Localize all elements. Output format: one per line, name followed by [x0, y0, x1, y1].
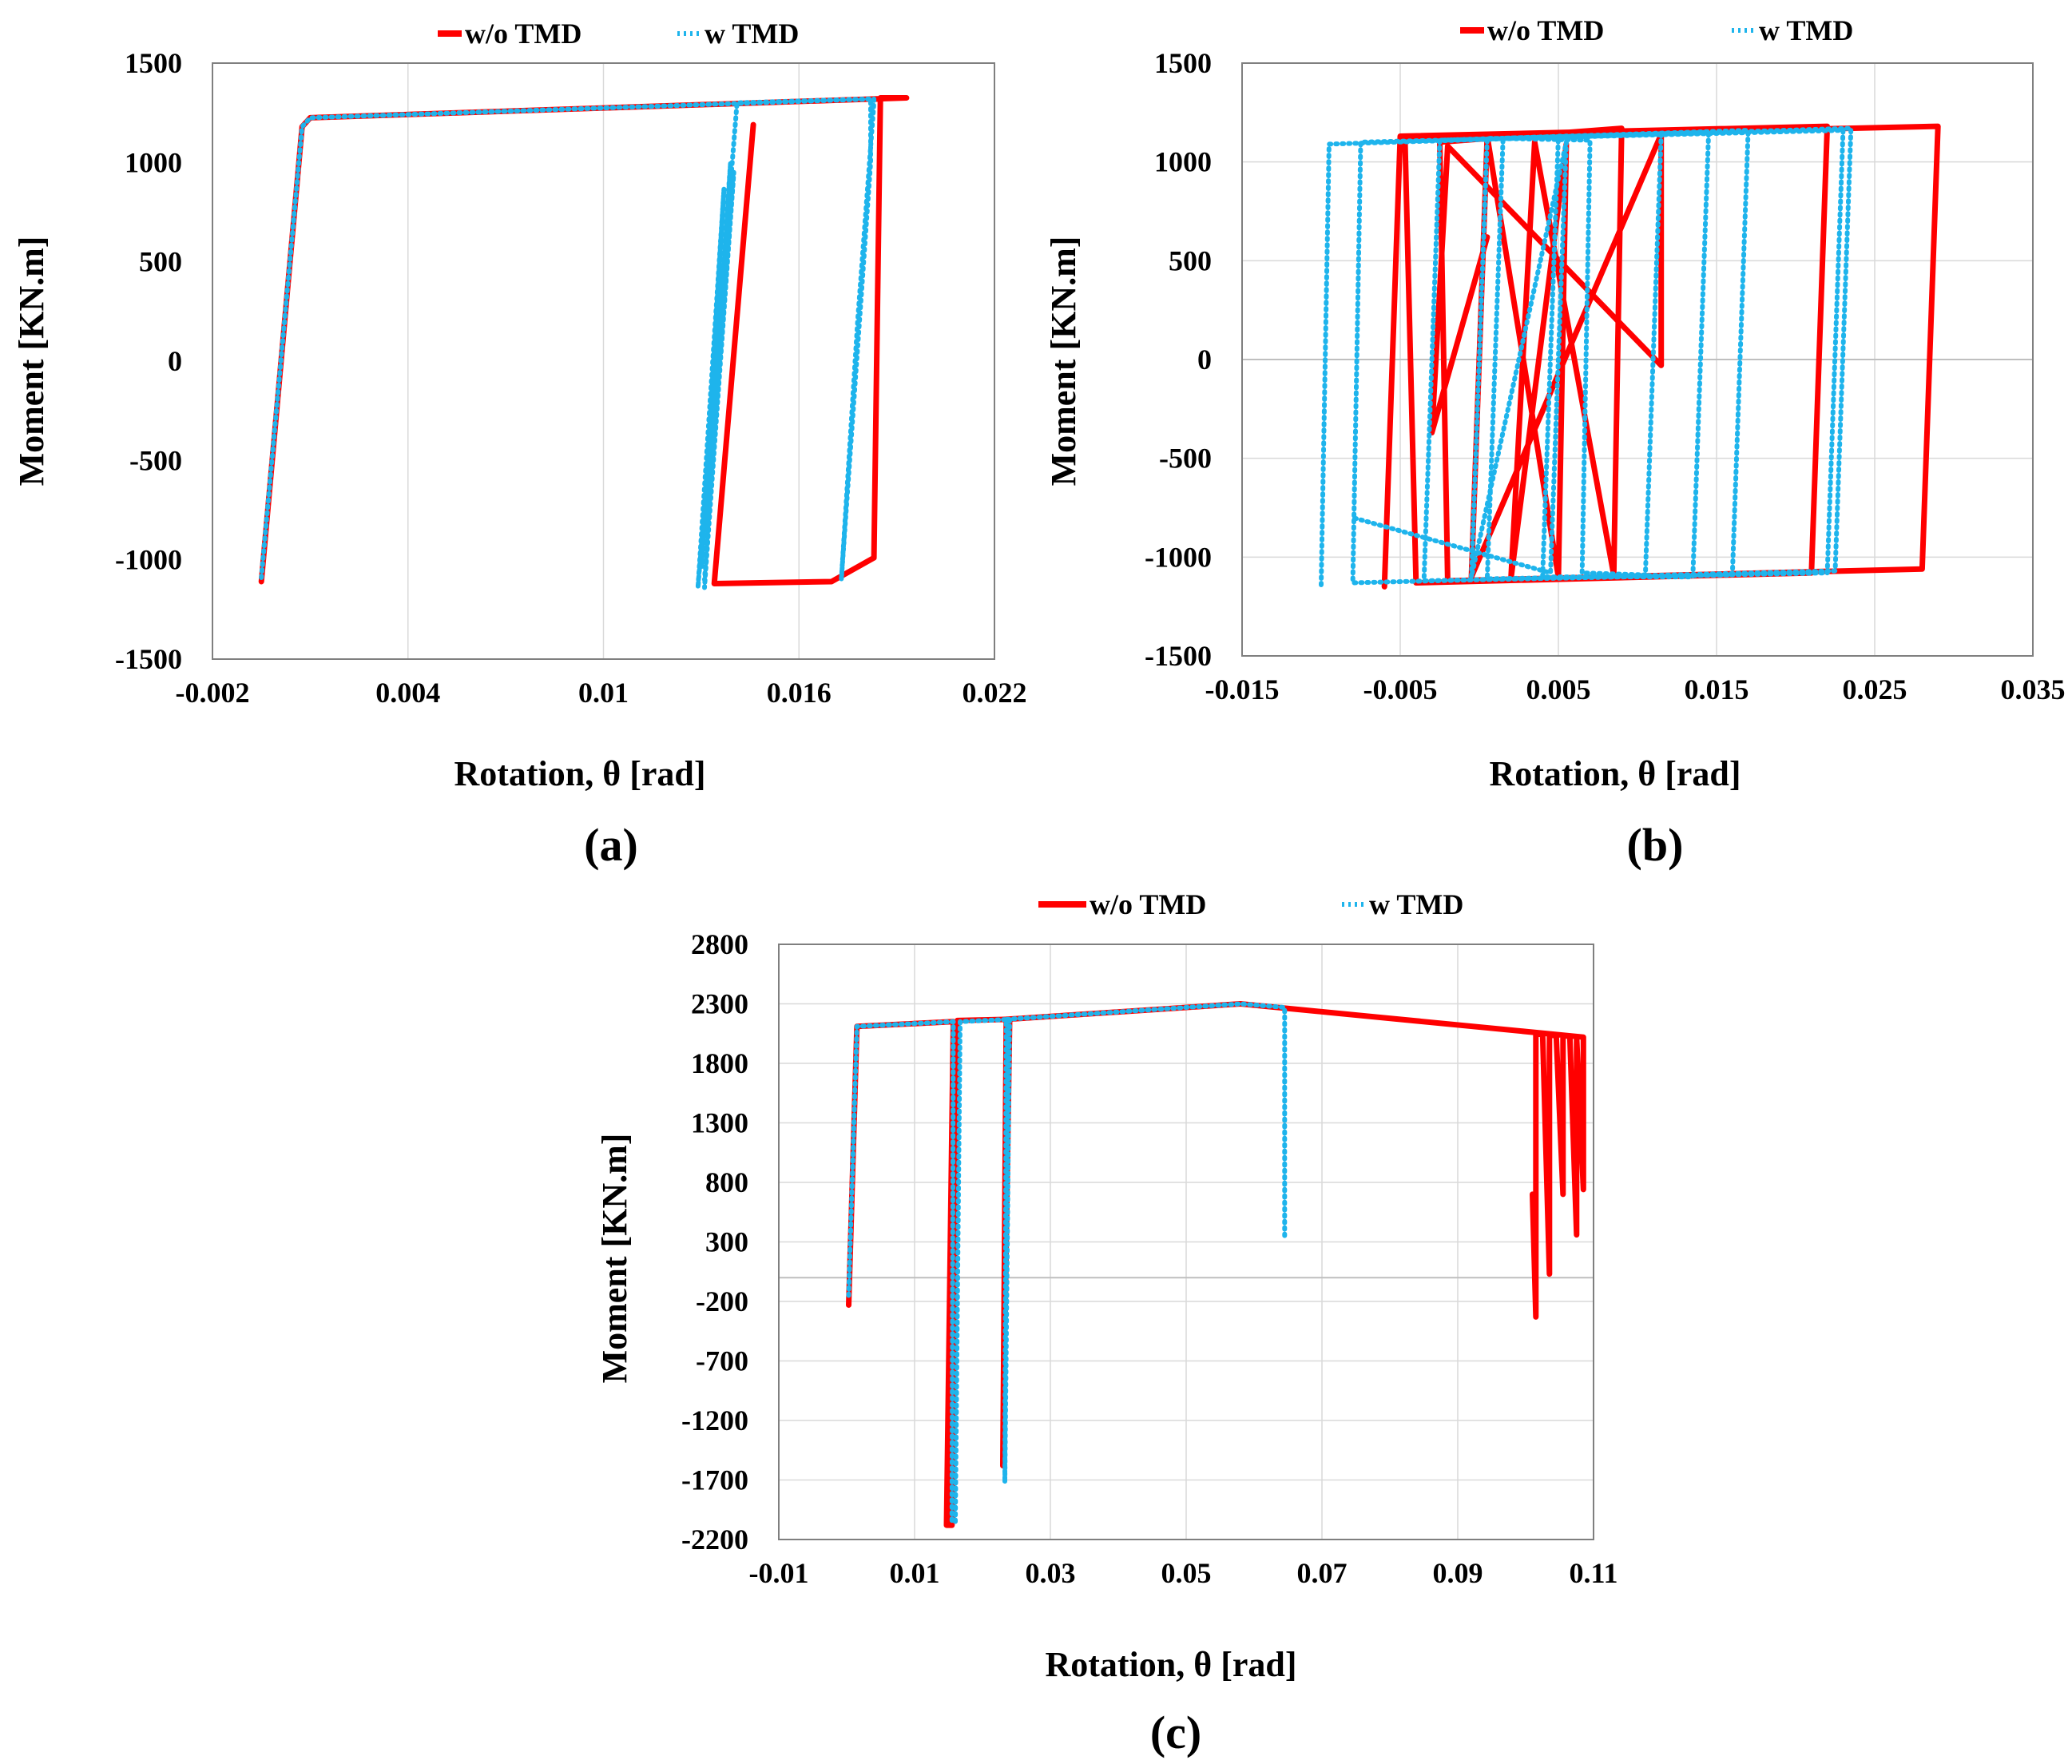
- x-tick-label: 0.035: [2001, 673, 2066, 705]
- series-without-tmd: [258, 95, 910, 586]
- y-tick-label: -700: [696, 1345, 748, 1377]
- legend-label-with-tmd: w TMD: [1759, 14, 1853, 46]
- x-tick-label: 0.015: [1685, 673, 1749, 705]
- legend: w/o TMD w TMD: [438, 18, 799, 50]
- x-tick-label: 0.022: [963, 677, 1027, 709]
- y-tick-label: -1000: [1145, 541, 1212, 573]
- y-tick-label: 0: [168, 345, 182, 377]
- x-tick-label: 0.016: [767, 677, 832, 709]
- y-tick-label: 2300: [691, 988, 748, 1020]
- x-tick-label: 0.004: [375, 677, 440, 709]
- x-tick-label: -0.002: [176, 677, 250, 709]
- y-tick-label: -1500: [1145, 640, 1212, 672]
- y-tick-label: 500: [1169, 244, 1212, 276]
- legend-label-with-tmd: w TMD: [1369, 888, 1463, 920]
- x-axis-title: Rotation, θ [rad]: [1045, 1645, 1296, 1684]
- panel-label: (c): [1150, 1706, 1201, 1758]
- series-without-tmd: [846, 1001, 1586, 1528]
- y-axis-title: Moment [KN.m]: [595, 1134, 634, 1384]
- panel-label: (b): [1627, 819, 1684, 871]
- y-tick-label: 300: [705, 1226, 748, 1258]
- x-tick-label: 0.05: [1161, 1557, 1212, 1589]
- y-tick-label: 1300: [691, 1107, 748, 1139]
- panel-label: (a): [584, 819, 638, 871]
- legend: w/o TMD w TMD: [1038, 888, 1463, 920]
- legend-label-without-tmd: w/o TMD: [465, 18, 582, 50]
- y-tick-label: 0: [1197, 344, 1212, 375]
- chart-a: -0.002 0.004 0.01 0.016 0.022 -1500 -1000 -500…: [12, 18, 1027, 871]
- x-tick-label: 0.03: [1026, 1557, 1076, 1589]
- x-axis-title: Rotation, θ [rad]: [454, 754, 705, 793]
- y-axis-title: Moment [KN.m]: [1044, 236, 1083, 487]
- legend-label-without-tmd: w/o TMD: [1090, 888, 1206, 920]
- y-tick-label: -500: [1159, 443, 1212, 475]
- y-tick-label: -1700: [681, 1464, 748, 1496]
- x-tick-label: 0.09: [1433, 1557, 1483, 1589]
- legend-label-with-tmd: w TMD: [705, 18, 799, 50]
- y-tick-label: 1800: [691, 1047, 748, 1079]
- chart-b: -0.015 -0.005 0.005 0.015 0.025 0.035 -1500 -1…: [1044, 14, 2066, 871]
- y-tick-label: -2200: [681, 1524, 748, 1555]
- x-tick-label: -0.005: [1363, 673, 1438, 705]
- y-tick-label: -1000: [115, 544, 182, 576]
- y-tick-label: 500: [139, 246, 182, 278]
- x-tick-label: 0.025: [1843, 673, 1907, 705]
- y-tick-label: 1500: [125, 47, 182, 79]
- y-axis-title: Moment [KN.m]: [12, 236, 51, 487]
- x-tick-label: 0.11: [1569, 1557, 1618, 1589]
- series-with-tmd: [846, 1001, 1288, 1524]
- legend-label-without-tmd: w/o TMD: [1487, 14, 1604, 46]
- y-tick-label: 1500: [1154, 47, 1212, 79]
- legend: w/o TMD w TMD: [1460, 14, 1853, 46]
- y-tick-label: -1200: [681, 1404, 748, 1436]
- y-tick-label: 2800: [691, 928, 748, 960]
- y-tick-label: -1500: [115, 643, 182, 675]
- x-tick-label: 0.005: [1526, 673, 1591, 705]
- y-tick-label: -500: [129, 444, 182, 476]
- y-tick-label: 1000: [125, 146, 182, 178]
- y-tick-label: 1000: [1154, 146, 1212, 178]
- x-tick-label: 0.07: [1297, 1557, 1348, 1589]
- x-axis-title: Rotation, θ [rad]: [1489, 754, 1741, 793]
- chart-c: -0.01 0.01 0.03 0.05 0.07 0.09 0.11 -2200 -1700…: [595, 888, 1618, 1758]
- series-without-tmd: [1381, 123, 1941, 590]
- x-tick-label: -0.01: [749, 1557, 809, 1589]
- x-tick-label: 0.01: [890, 1557, 940, 1589]
- y-tick-label: -200: [696, 1285, 748, 1317]
- x-tick-label: 0.01: [578, 677, 629, 709]
- y-tick-label: 800: [705, 1166, 748, 1198]
- series-with-tmd: [259, 96, 877, 590]
- series-with-tmd: [1319, 125, 1854, 587]
- x-tick-label: -0.015: [1205, 673, 1280, 705]
